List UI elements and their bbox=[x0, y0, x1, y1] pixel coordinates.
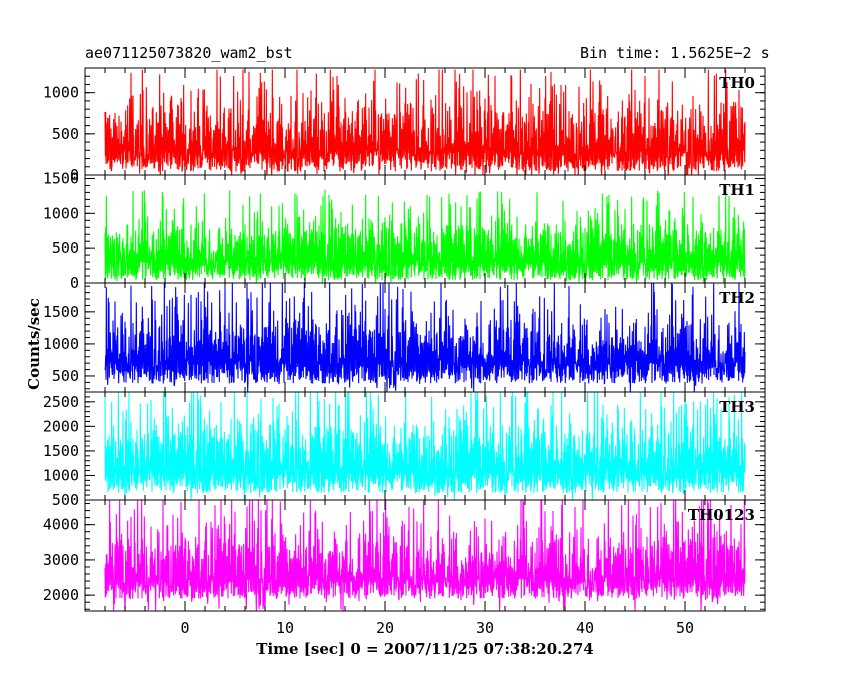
y-tick-label: 1500 bbox=[43, 442, 79, 460]
x-tick-label: 0 bbox=[180, 619, 189, 637]
y-tick-label: 0 bbox=[70, 166, 79, 184]
series-label-th3: TH3 bbox=[719, 398, 755, 416]
series-th2-curve bbox=[104, 282, 746, 393]
y-tick-label: 1500 bbox=[43, 169, 79, 187]
y-tick-label: 1500 bbox=[43, 303, 79, 321]
y-tick-label: 500 bbox=[52, 239, 79, 257]
series-label-th0123: TH0123 bbox=[688, 506, 755, 524]
y-tick-label: 3000 bbox=[43, 551, 79, 569]
series-th1-curve bbox=[104, 189, 746, 284]
y-tick-label: 500 bbox=[52, 125, 79, 143]
y-tick-label: 1000 bbox=[43, 335, 79, 353]
y-tick-label: 2000 bbox=[43, 586, 79, 604]
x-tick-label: 50 bbox=[676, 619, 694, 637]
series-th0123-curve bbox=[104, 499, 746, 612]
series-th3-curve bbox=[104, 391, 746, 501]
y-tick-label: 1000 bbox=[43, 84, 79, 102]
y-tick-label: 4000 bbox=[43, 516, 79, 534]
chart-title: ae071125073820_wam2_bst bbox=[85, 44, 293, 62]
x-tick-label: 40 bbox=[576, 619, 594, 637]
series-label-th1: TH1 bbox=[719, 181, 755, 199]
y-tick-label: 1000 bbox=[43, 466, 79, 484]
y-tick-label: 0 bbox=[70, 274, 79, 292]
y-tick-label: 1000 bbox=[43, 204, 79, 222]
y-tick-label: 2000 bbox=[43, 417, 79, 435]
x-tick-label: 20 bbox=[376, 619, 394, 637]
y-tick-label: 500 bbox=[52, 367, 79, 385]
y-tick-label: 500 bbox=[52, 491, 79, 509]
series-label-th2: TH2 bbox=[719, 289, 755, 307]
y-axis-label: Counts/sec bbox=[24, 298, 43, 390]
x-tick-label: 30 bbox=[476, 619, 494, 637]
y-tick-label: 2500 bbox=[43, 393, 79, 411]
series-th0-curve bbox=[104, 69, 746, 176]
bin-time-label: Bin time: 1.5625E−2 s bbox=[580, 44, 770, 62]
series-label-th0: TH0 bbox=[719, 74, 755, 92]
x-axis-label: Time [sec] 0 = 2007/11/25 07:38:20.274 bbox=[256, 640, 594, 658]
x-tick-label: 10 bbox=[276, 619, 294, 637]
